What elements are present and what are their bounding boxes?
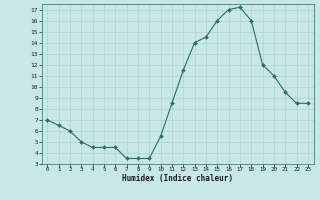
X-axis label: Humidex (Indice chaleur): Humidex (Indice chaleur): [122, 174, 233, 183]
